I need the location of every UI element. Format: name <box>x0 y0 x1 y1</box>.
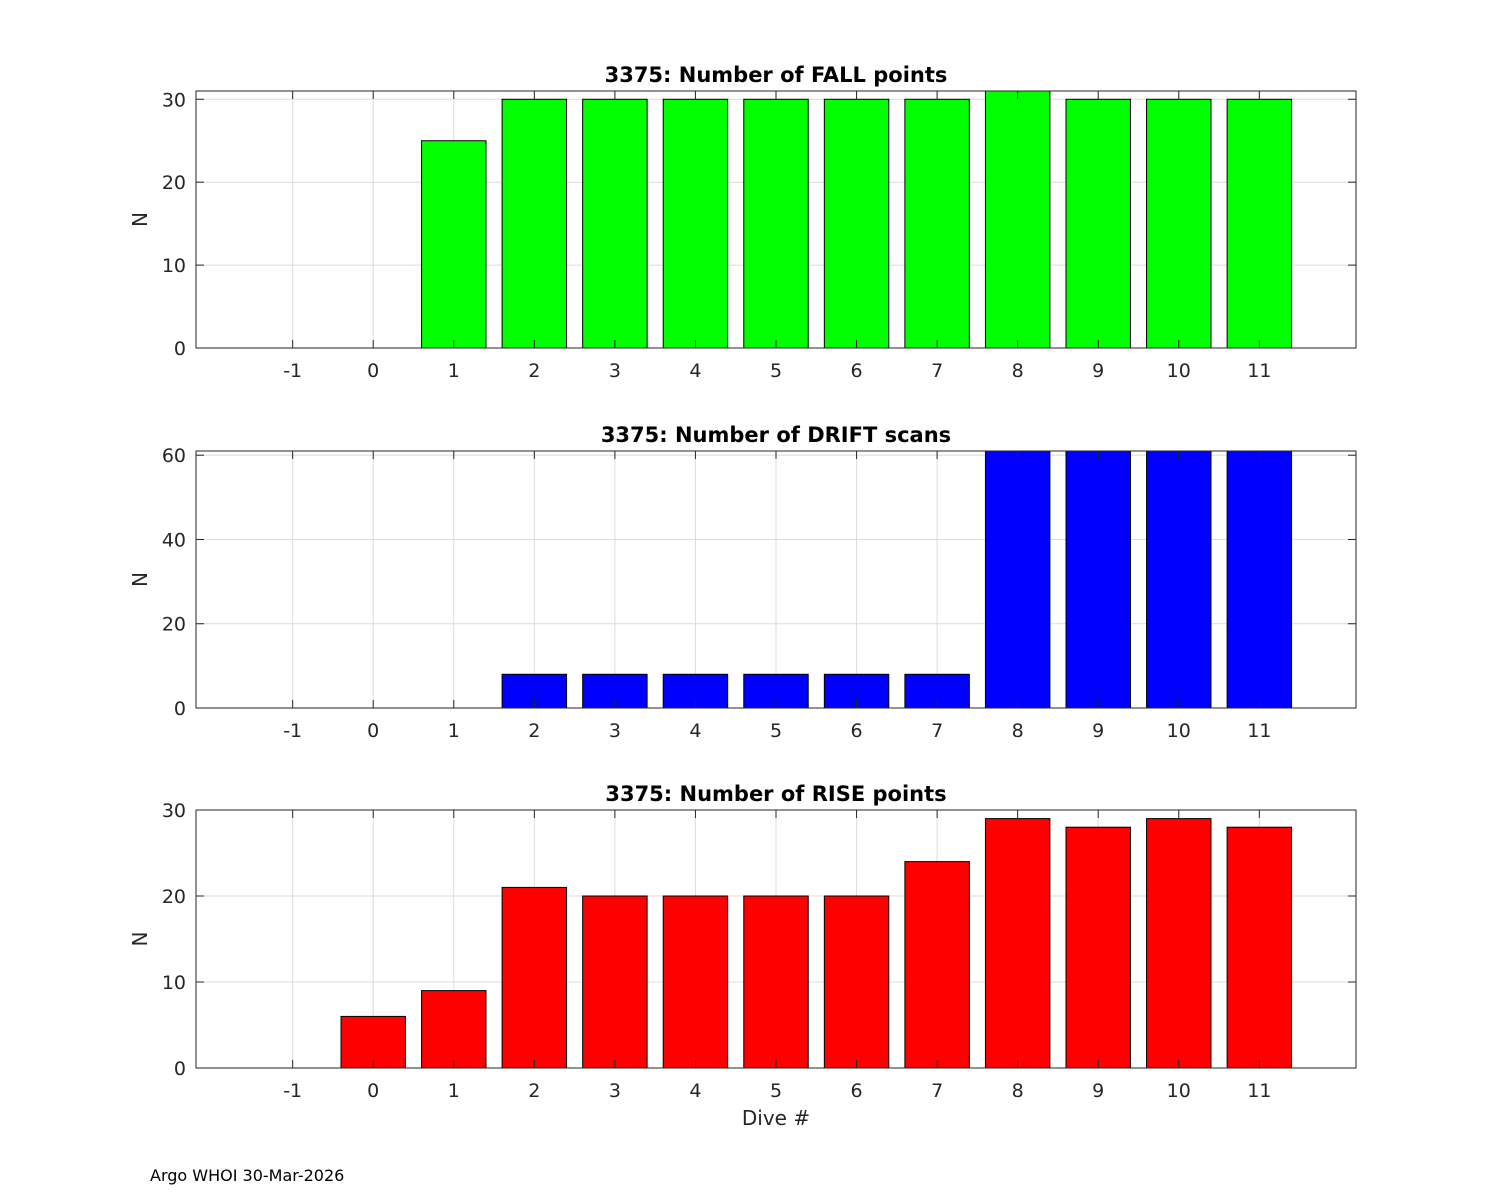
y-tick-label: 0 <box>174 338 186 360</box>
bar-dive-3 <box>582 98 648 349</box>
bar-dive-1 <box>421 990 487 1069</box>
x-tick-label: 0 <box>367 1080 379 1102</box>
x-tick-label: 8 <box>1012 720 1024 742</box>
y-tick-label: 40 <box>162 529 186 551</box>
x-tick-label: 2 <box>528 720 540 742</box>
bar-dive-5 <box>743 98 809 349</box>
x-tick-label: 1 <box>448 360 460 382</box>
bar-dive-9 <box>1065 450 1131 709</box>
chart-title: 3375: Number of DRIFT scans <box>601 423 951 447</box>
x-tick-label: 11 <box>1247 720 1271 742</box>
x-tick-label: 5 <box>770 720 782 742</box>
x-tick-label: 6 <box>851 720 863 742</box>
x-tick-label: 8 <box>1012 1080 1024 1102</box>
x-axis-label: Dive # <box>742 1106 810 1130</box>
y-tick-label: 60 <box>162 445 186 467</box>
x-tick-label: 10 <box>1167 720 1191 742</box>
y-axis-label: N <box>128 932 152 947</box>
x-tick-label: -1 <box>283 720 302 742</box>
x-tick-label: 6 <box>851 360 863 382</box>
x-tick-label: 1 <box>448 1080 460 1102</box>
chart-title: 3375: Number of FALL points <box>605 63 948 87</box>
y-tick-label: 30 <box>162 89 186 111</box>
x-tick-label: 9 <box>1092 360 1104 382</box>
bar-dive-10 <box>1146 98 1212 349</box>
footer-credit: Argo WHOI 30-Mar-2026 <box>150 1166 345 1185</box>
x-tick-label: 8 <box>1012 360 1024 382</box>
x-tick-label: 2 <box>528 360 540 382</box>
subplot-3: -1 0 1 2 3 4 5 6 7 8 9 10 11 0 10 20 30 3375: Number of R… <box>128 782 1357 1130</box>
bar-dive-5 <box>743 895 809 1069</box>
x-tick-label: 7 <box>931 720 943 742</box>
x-tick-label: 0 <box>367 720 379 742</box>
bar-dive-9 <box>1065 98 1131 349</box>
chart-title: 3375: Number of RISE points <box>605 782 946 806</box>
y-tick-label: 20 <box>162 614 186 636</box>
y-axis-label: N <box>128 212 152 227</box>
bar-dive-8 <box>984 818 1051 1069</box>
x-tick-label: 10 <box>1167 1080 1191 1102</box>
y-tick-label: 20 <box>162 172 186 194</box>
bar-dive-11 <box>1226 826 1293 1069</box>
bar-dive-3 <box>582 895 648 1069</box>
x-tick-label: 4 <box>689 1080 701 1102</box>
bar-dive-4 <box>662 895 729 1069</box>
bar-dive-1 <box>421 140 487 349</box>
x-tick-label: 5 <box>770 1080 782 1102</box>
x-tick-label: 1 <box>448 720 460 742</box>
x-tick-label: 3 <box>609 720 621 742</box>
y-tick-label: 30 <box>162 800 186 822</box>
x-tick-label: 2 <box>528 1080 540 1102</box>
y-tick-label: 10 <box>162 972 186 994</box>
x-tick-label: 11 <box>1247 1080 1271 1102</box>
bar-dive-10 <box>1146 450 1212 709</box>
bar-dive-7 <box>904 861 970 1069</box>
y-tick-label: 10 <box>162 255 186 277</box>
x-tick-label: 6 <box>851 1080 863 1102</box>
x-tick-label: 3 <box>609 360 621 382</box>
subplot-1: -1 0 1 2 3 4 5 6 7 8 9 10 11 0 10 20 30 3375: Number of F… <box>128 63 1357 382</box>
bar-dive-0 <box>340 1015 406 1069</box>
x-tick-label: 10 <box>1167 360 1191 382</box>
bar-dive-11 <box>1226 450 1293 709</box>
x-tick-label: -1 <box>283 360 302 382</box>
bar-dive-2 <box>501 886 568 1069</box>
x-tick-label: 5 <box>770 360 782 382</box>
bar-dive-9 <box>1065 826 1131 1069</box>
x-tick-label: 11 <box>1247 360 1271 382</box>
bar-dive-7 <box>904 98 970 349</box>
bar-dive-6 <box>823 98 890 349</box>
bar-dive-4 <box>662 98 729 349</box>
y-tick-label: 20 <box>162 886 186 908</box>
bar-dive-6 <box>823 895 890 1069</box>
x-tick-label: 0 <box>367 360 379 382</box>
x-tick-label: 7 <box>931 360 943 382</box>
x-tick-label: 9 <box>1092 720 1104 742</box>
y-tick-label: 0 <box>174 1058 186 1080</box>
y-tick-label: 0 <box>174 698 186 720</box>
subplot-2: -1 0 1 2 3 4 5 6 7 8 9 10 11 0 20 40 60 3375: Number of D… <box>128 423 1357 742</box>
x-tick-label: 4 <box>689 360 701 382</box>
bar-dive-2 <box>501 98 568 349</box>
x-tick-label: 9 <box>1092 1080 1104 1102</box>
bar-dive-8 <box>984 90 1051 349</box>
bar-dive-11 <box>1226 98 1293 349</box>
bar-dive-8 <box>984 450 1051 709</box>
bar-dive-10 <box>1146 818 1212 1069</box>
x-tick-label: 3 <box>609 1080 621 1102</box>
x-tick-label: 7 <box>931 1080 943 1102</box>
x-tick-label: -1 <box>283 1080 302 1102</box>
y-axis-label: N <box>128 572 152 587</box>
x-tick-label: 4 <box>689 720 701 742</box>
